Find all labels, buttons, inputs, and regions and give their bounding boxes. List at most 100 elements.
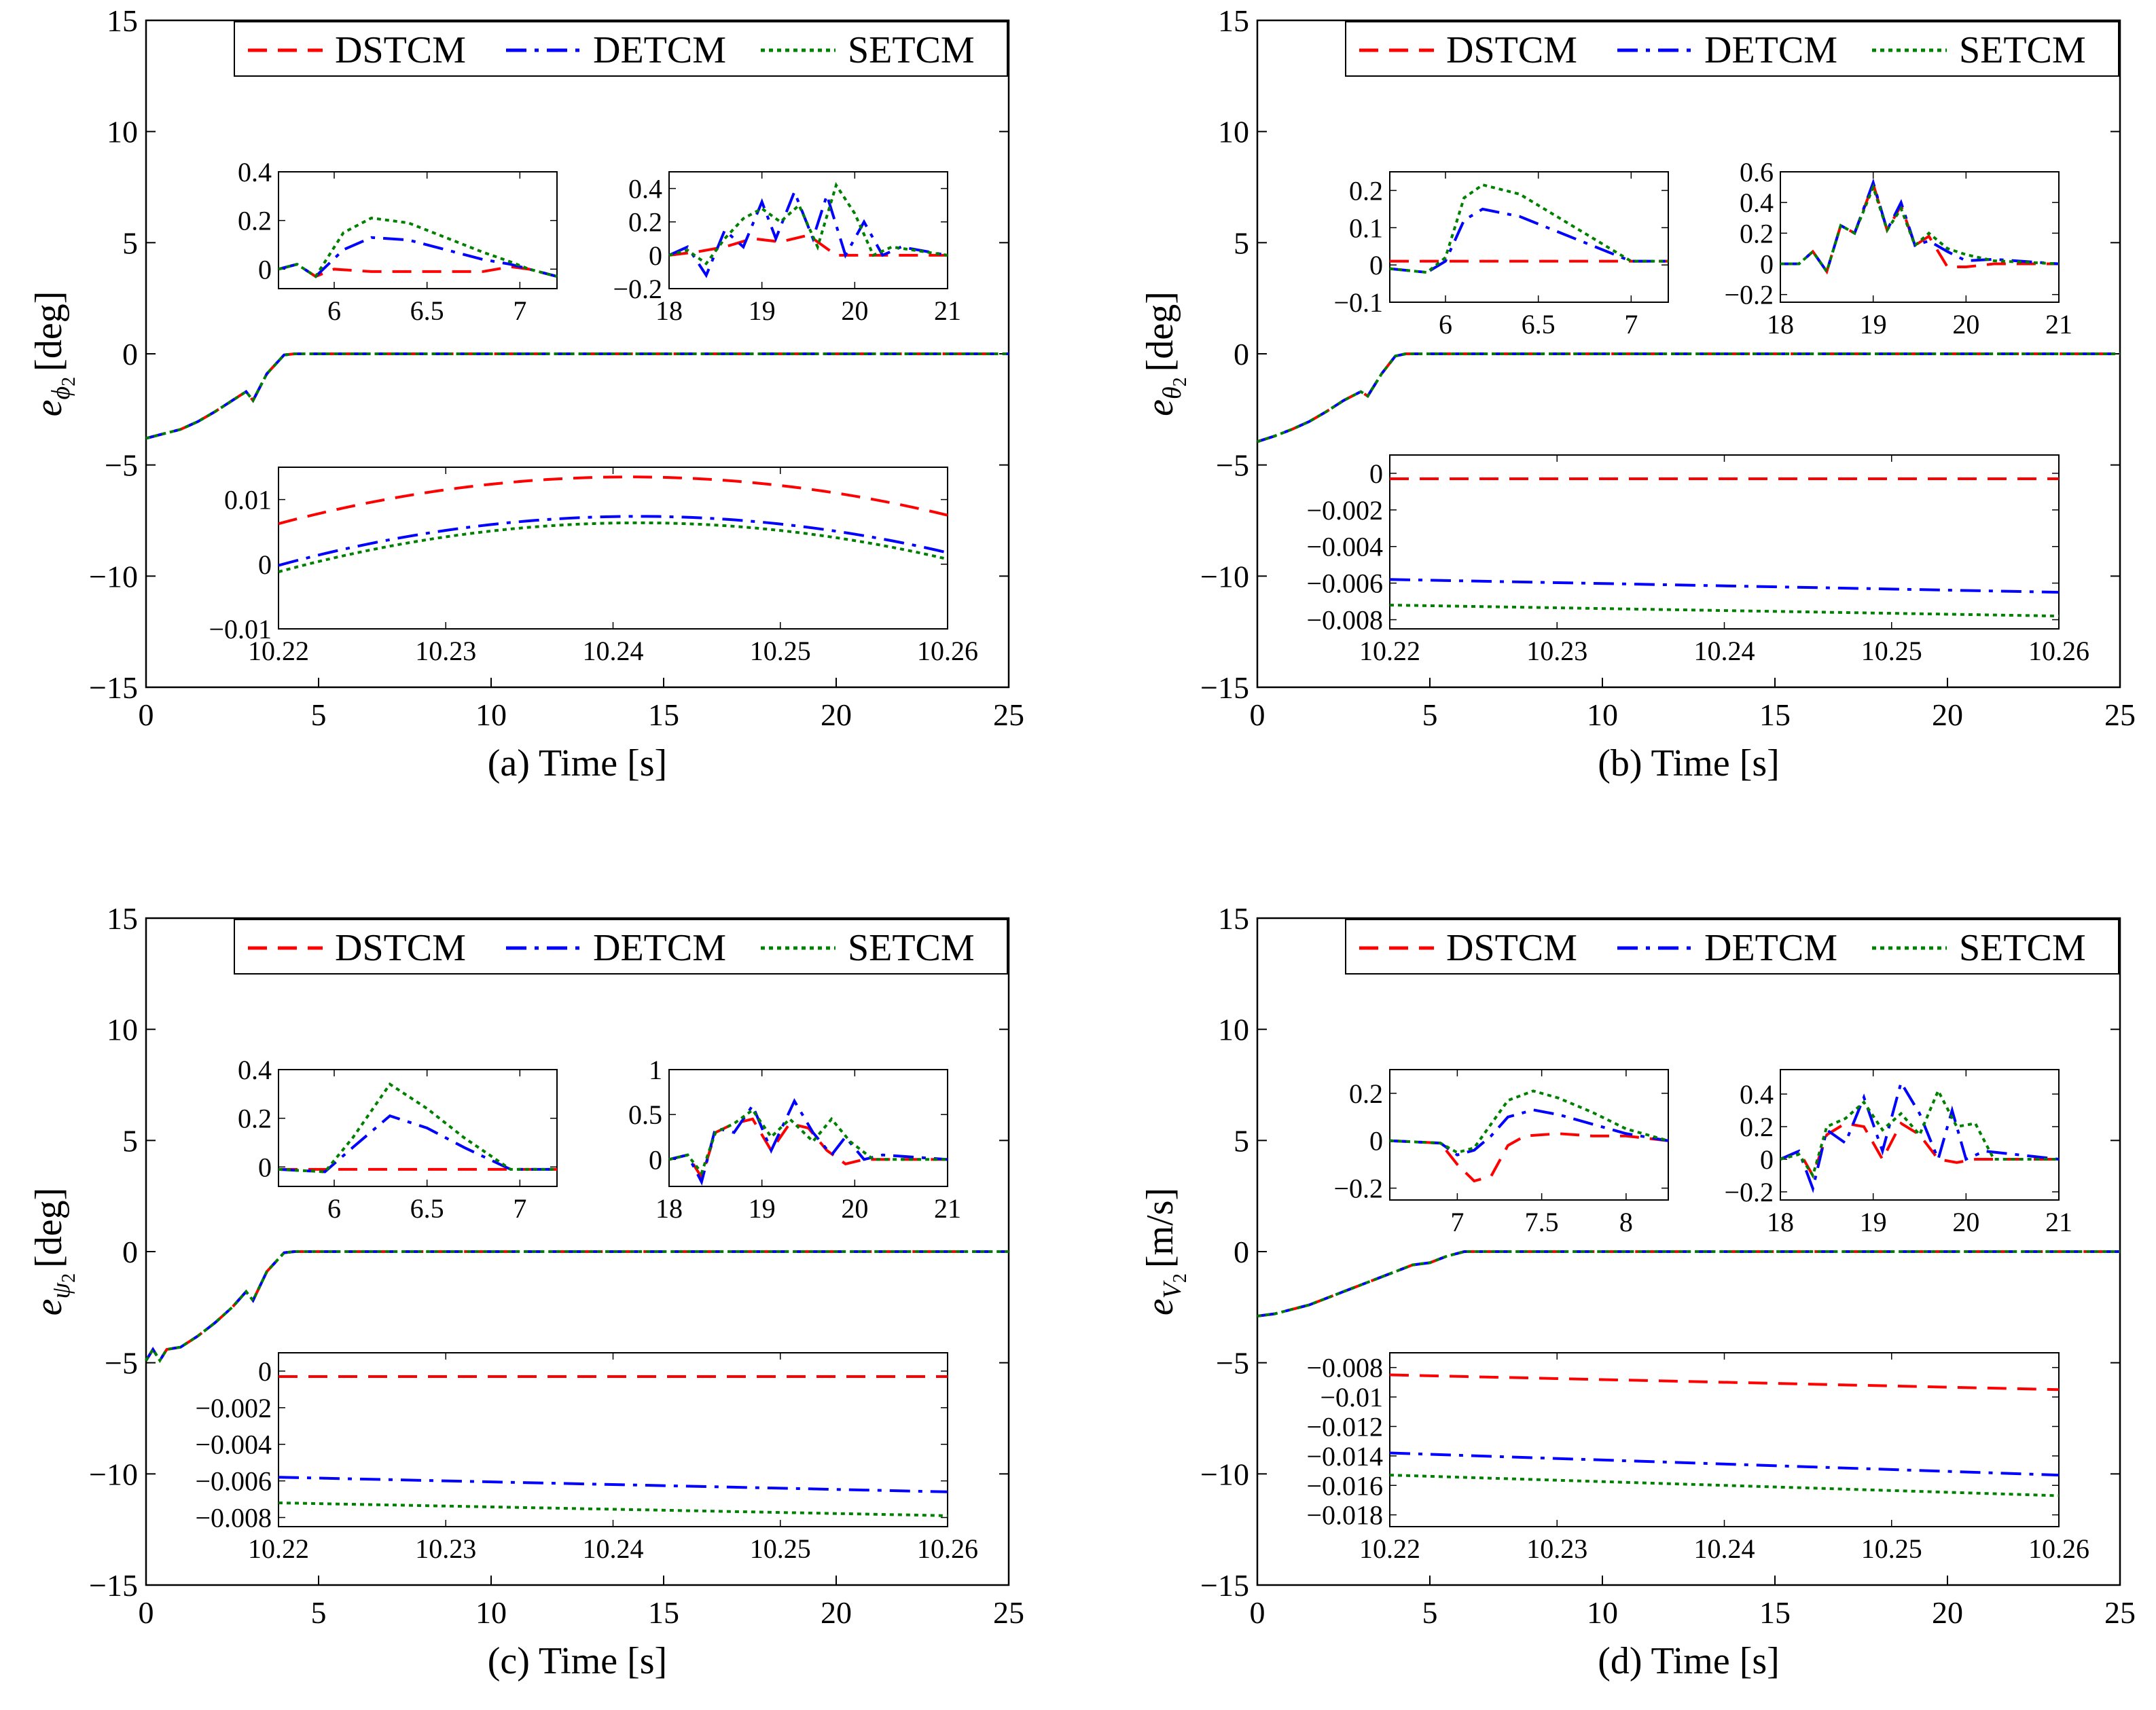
inset-x-tick-label: 10.24 xyxy=(583,636,644,666)
x-tick-label: 10 xyxy=(1587,697,1618,732)
legend-label-setcm: SETCM xyxy=(1959,927,2086,969)
inset-x-tick-label: 6 xyxy=(327,295,341,326)
inset-y-tick-label: 0 xyxy=(1369,458,1383,489)
y-label-unit: [m/s] xyxy=(1139,1188,1181,1268)
panel-a: 0 5 10 15 20 25 −15 −10 −5 0 5 10 15 (a) Time [s] eϕ2 [… xyxy=(28,3,1024,784)
y-tick-label: −10 xyxy=(89,559,138,594)
x-tick-label: 10 xyxy=(475,1595,507,1630)
y-label-unit: [deg] xyxy=(1139,291,1181,371)
inset-y-tick-label: 0.4 xyxy=(1740,1079,1774,1110)
x-axis-label: (d) Time [s] xyxy=(1598,1640,1780,1682)
x-tick-label: 0 xyxy=(1250,697,1265,732)
y-label-unit: [deg] xyxy=(28,291,70,371)
inset-x-tick-label: 10.22 xyxy=(1359,636,1420,666)
inset-frame xyxy=(1389,454,2060,630)
y-tick-label: 10 xyxy=(107,1013,138,1047)
main-series-setcm xyxy=(1257,352,2120,443)
y-label-subsubscript: 2 xyxy=(58,1273,79,1283)
y-tick-label: −5 xyxy=(105,448,138,483)
y-tick-label: 5 xyxy=(122,1123,138,1158)
y-label-unit: [deg] xyxy=(28,1188,70,1268)
inset-x-tick-label: 10.24 xyxy=(1694,636,1755,666)
x-tick-label: 5 xyxy=(311,697,327,732)
x-tick-label: 10 xyxy=(1587,1595,1618,1630)
panel-b: 0 5 10 15 20 25 −15 −10 −5 0 5 10 15 (b) Time [s] eθ2 [… xyxy=(1139,3,2136,784)
y-tick-label: 5 xyxy=(1234,225,1249,260)
inset-y-tick-label: 0 xyxy=(1369,250,1383,280)
inset-x-tick-label: 7 xyxy=(513,1193,526,1224)
x-tick-label: 5 xyxy=(311,1595,327,1630)
x-tick-label: 20 xyxy=(1932,1595,1963,1630)
inset-x-tick-label: 10.26 xyxy=(917,636,978,666)
inset-x-tick-label: 10.23 xyxy=(415,636,476,666)
inset-frame xyxy=(1780,1069,2060,1201)
inset-series-detcm xyxy=(668,1098,948,1186)
inset-x-tick-label: 10.26 xyxy=(2028,1533,2089,1564)
x-tick-label: 0 xyxy=(139,1595,154,1630)
inset-x-tick-label: 10.26 xyxy=(917,1533,978,1564)
y-axis-label: eϕ2 [deg] xyxy=(28,291,79,417)
inset-3: 10.22 10.23 10.24 10.25 10.26 −0.008 −0.006 −0.… xyxy=(1306,454,2089,666)
inset-y-tick-label: 0 xyxy=(649,1144,662,1175)
inset-y-tick-label: −0.004 xyxy=(1306,532,1383,562)
legend-label-setcm: SETCM xyxy=(1959,29,2086,71)
legend-label-dstcm: DSTCM xyxy=(1446,29,1577,71)
inset-y-tick-label: −0.1 xyxy=(1333,287,1383,318)
inset-y-tick-label: −0.004 xyxy=(195,1430,272,1460)
inset-frame xyxy=(278,1352,948,1527)
y-tick-label: 10 xyxy=(1218,115,1249,149)
inset-x-tick-label: 10.25 xyxy=(1861,1533,1922,1564)
inset-series-detcm xyxy=(668,188,948,278)
y-label-symbol: e xyxy=(1139,399,1181,416)
inset-x-tick-label: 10.25 xyxy=(750,636,811,666)
inset-2: 18 19 20 21 0 0.5 1 xyxy=(628,1055,961,1224)
legend-label-detcm: DETCM xyxy=(1704,29,1837,71)
inset-series-setcm xyxy=(278,217,558,278)
x-tick-label: 15 xyxy=(1759,1595,1791,1630)
inset-y-tick-label: 0 xyxy=(1760,1144,1774,1175)
inset-y-tick-label: −0.008 xyxy=(1306,605,1383,636)
inset-x-tick-label: 18 xyxy=(655,1193,683,1224)
inset-x-tick-label: 21 xyxy=(934,295,961,326)
y-tick-label: −15 xyxy=(89,670,138,705)
inset-y-tick-label: 0.2 xyxy=(628,207,662,238)
inset-y-tick-label: 0.01 xyxy=(224,485,272,515)
inset-y-tick-label: −0.014 xyxy=(1306,1441,1383,1472)
inset-y-tick-label: −0.018 xyxy=(1306,1500,1383,1531)
inset-y-tick-label: 0.4 xyxy=(238,157,272,187)
inset-series-detcm xyxy=(1389,1451,2060,1477)
inset-y-tick-label: 0 xyxy=(1369,1126,1383,1157)
inset-frame xyxy=(668,171,948,289)
inset-frame xyxy=(278,467,948,630)
inset-series-setcm xyxy=(1780,183,2060,275)
inset-y-tick-label: −0.002 xyxy=(195,1393,272,1423)
legend-label-detcm: DETCM xyxy=(593,29,726,71)
inset-x-tick-label: 6 xyxy=(1439,309,1452,340)
inset-series-setcm xyxy=(668,1108,948,1176)
y-tick-label: −10 xyxy=(89,1457,138,1491)
y-label-subscript: V xyxy=(1158,1280,1187,1298)
inset-x-tick-label: 10.23 xyxy=(415,1533,476,1564)
y-label-symbol: e xyxy=(1139,1298,1181,1315)
inset-y-tick-label: −0.002 xyxy=(1306,495,1383,526)
y-tick-label: 15 xyxy=(107,3,138,38)
y-tick-label: 0 xyxy=(122,337,138,371)
inset-series-setcm xyxy=(1389,1474,2060,1497)
x-tick-label: 15 xyxy=(648,1595,679,1630)
inset-series-dstcm xyxy=(278,475,948,526)
inset-x-tick-label: 7 xyxy=(513,295,526,326)
y-tick-label: 0 xyxy=(1234,1235,1249,1269)
x-tick-label: 25 xyxy=(993,697,1024,732)
y-label-subsubscript: 2 xyxy=(1170,1273,1191,1283)
y-label-symbol: e xyxy=(28,399,70,416)
inset-1: 6 6.5 7 0 0.2 0.4 xyxy=(238,1055,558,1224)
legend-box xyxy=(1345,919,2119,975)
inset-y-tick-label: 0.6 xyxy=(1740,157,1774,187)
legend-box xyxy=(1345,21,2119,77)
inset-series-setcm xyxy=(278,1501,948,1517)
inset-y-tick-label: −0.2 xyxy=(613,274,662,304)
inset-y-tick-label: −0.01 xyxy=(1320,1382,1383,1413)
inset-1: 6 6.5 7 0 0.2 0.4 xyxy=(238,157,558,326)
inset-3: 10.22 10.23 10.24 10.25 10.26 −0.008 −0.006 −0.… xyxy=(195,1352,978,1564)
x-tick-label: 0 xyxy=(139,697,154,732)
